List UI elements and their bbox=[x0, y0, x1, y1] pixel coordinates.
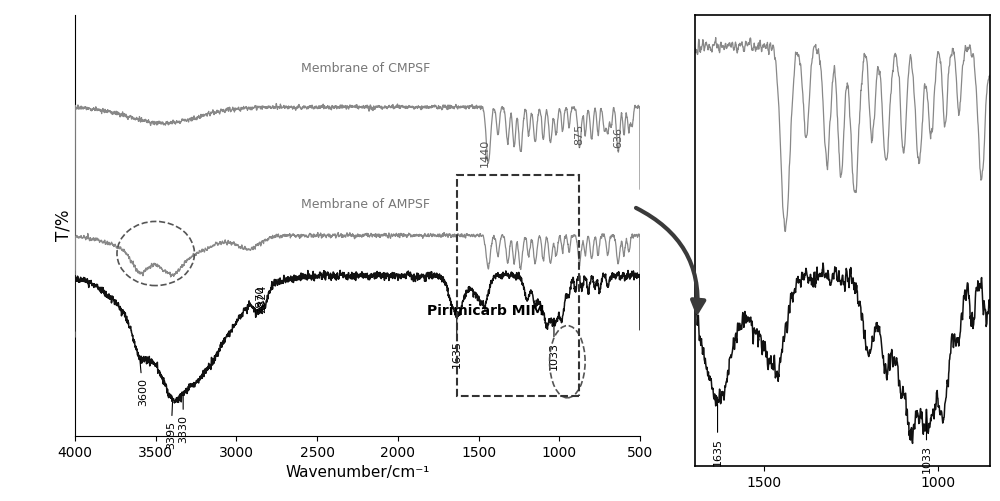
Text: 3330: 3330 bbox=[178, 396, 188, 443]
Text: 1033: 1033 bbox=[921, 412, 931, 473]
Text: Membrane of AMPSF: Membrane of AMPSF bbox=[301, 198, 430, 211]
Text: 2870: 2870 bbox=[255, 286, 265, 314]
Text: Pirimicarb MIM: Pirimicarb MIM bbox=[427, 304, 544, 318]
Bar bbox=[457, 175, 579, 396]
Text: 875: 875 bbox=[574, 123, 584, 147]
Text: 636: 636 bbox=[613, 127, 623, 151]
Text: 1635: 1635 bbox=[713, 404, 723, 466]
Text: Membrane of CMPSF: Membrane of CMPSF bbox=[301, 62, 430, 75]
Text: 3600: 3600 bbox=[138, 359, 148, 406]
Text: 3395: 3395 bbox=[166, 402, 176, 449]
Text: 1635: 1635 bbox=[452, 319, 462, 368]
Text: 2824: 2824 bbox=[257, 284, 267, 313]
X-axis label: Wavenumber/cm⁻¹: Wavenumber/cm⁻¹ bbox=[285, 465, 430, 480]
Text: 1440: 1440 bbox=[480, 139, 490, 167]
Y-axis label: T/%: T/% bbox=[54, 210, 72, 241]
Text: 1033: 1033 bbox=[549, 321, 559, 370]
FancyArrowPatch shape bbox=[636, 208, 704, 312]
